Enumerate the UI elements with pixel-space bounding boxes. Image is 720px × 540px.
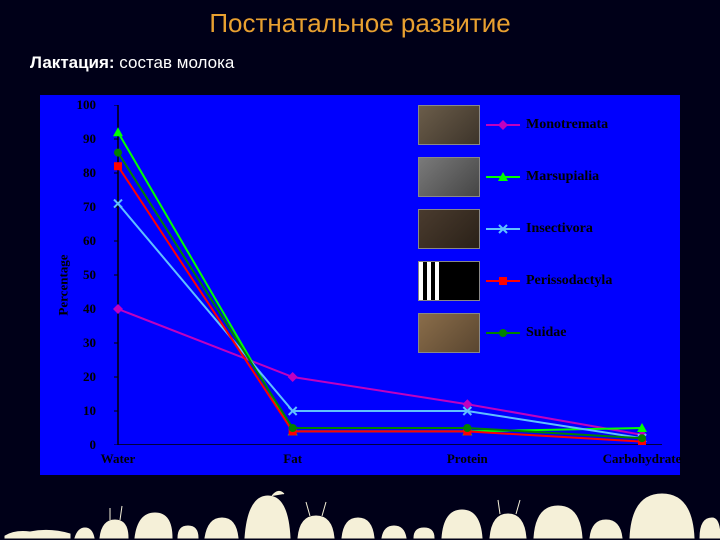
silhouette bbox=[178, 526, 198, 538]
silhouette bbox=[534, 506, 582, 538]
legend-entry: Monotremata bbox=[418, 105, 608, 145]
legend-entry: Marsupialia bbox=[418, 157, 599, 197]
series-marker bbox=[463, 424, 471, 432]
series-marker bbox=[114, 149, 122, 157]
y-tick: 100 bbox=[70, 97, 96, 113]
x-tick: Fat bbox=[283, 451, 302, 467]
legend-label: Suidae bbox=[526, 325, 566, 341]
series-marker bbox=[288, 372, 298, 382]
y-tick: 90 bbox=[70, 131, 96, 147]
silhouette bbox=[342, 518, 374, 538]
footer-silhouettes bbox=[0, 488, 720, 540]
silhouette bbox=[135, 513, 172, 538]
y-tick: 0 bbox=[70, 437, 96, 453]
silhouette bbox=[590, 520, 622, 538]
series-marker bbox=[113, 127, 123, 136]
silhouette bbox=[414, 528, 434, 538]
subtitle-bold: Лактация: bbox=[30, 53, 115, 72]
legend-label: Marsupialia bbox=[526, 169, 599, 185]
legend-marker bbox=[486, 221, 520, 237]
legend-label: Insectivora bbox=[526, 221, 593, 237]
legend-label: Monotremata bbox=[526, 117, 608, 133]
legend-entry: Perissodactyla bbox=[418, 261, 612, 301]
silhouette bbox=[490, 500, 526, 538]
y-tick: 20 bbox=[70, 369, 96, 385]
legend-entry: Suidae bbox=[418, 313, 566, 353]
y-tick: 70 bbox=[70, 199, 96, 215]
y-tick: 40 bbox=[70, 301, 96, 317]
legend-entry: Insectivora bbox=[418, 209, 593, 249]
legend-label: Perissodactyla bbox=[526, 273, 612, 289]
silhouette bbox=[630, 494, 694, 538]
legend-marker bbox=[486, 169, 520, 185]
legend-marker bbox=[486, 273, 520, 289]
legend-marker bbox=[486, 117, 520, 133]
series-marker bbox=[289, 424, 297, 432]
y-tick: 30 bbox=[70, 335, 96, 351]
subtitle-rest: состав молока bbox=[115, 53, 235, 72]
y-tick: 50 bbox=[70, 267, 96, 283]
x-tick: Protein bbox=[447, 451, 488, 467]
silhouette bbox=[245, 491, 290, 538]
chart-area: Percentage 0102030405060708090100WaterFa… bbox=[40, 95, 680, 475]
series-line bbox=[118, 166, 642, 441]
silhouette bbox=[205, 518, 238, 538]
y-tick: 80 bbox=[70, 165, 96, 181]
legend-thumbnail bbox=[418, 105, 480, 145]
x-tick: Carbohydrate bbox=[603, 451, 682, 467]
legend-thumbnail bbox=[418, 157, 480, 197]
series-marker bbox=[638, 434, 646, 442]
series-marker bbox=[114, 162, 122, 170]
legend-thumbnail bbox=[418, 313, 480, 353]
legend-marker bbox=[486, 325, 520, 341]
legend-thumbnail bbox=[418, 261, 480, 301]
silhouette bbox=[442, 510, 482, 538]
y-tick: 60 bbox=[70, 233, 96, 249]
silhouette bbox=[75, 528, 94, 538]
silhouette bbox=[700, 518, 720, 538]
slide-subtitle: Лактация: состав молока bbox=[0, 39, 720, 73]
series-marker bbox=[113, 304, 123, 314]
y-tick: 10 bbox=[70, 403, 96, 419]
x-tick: Water bbox=[101, 451, 136, 467]
silhouette bbox=[382, 526, 406, 538]
silhouette bbox=[5, 530, 70, 538]
silhouette bbox=[100, 506, 128, 538]
legend-thumbnail bbox=[418, 209, 480, 249]
silhouette bbox=[298, 502, 334, 538]
slide-title: Постнатальное развитие bbox=[0, 0, 720, 39]
